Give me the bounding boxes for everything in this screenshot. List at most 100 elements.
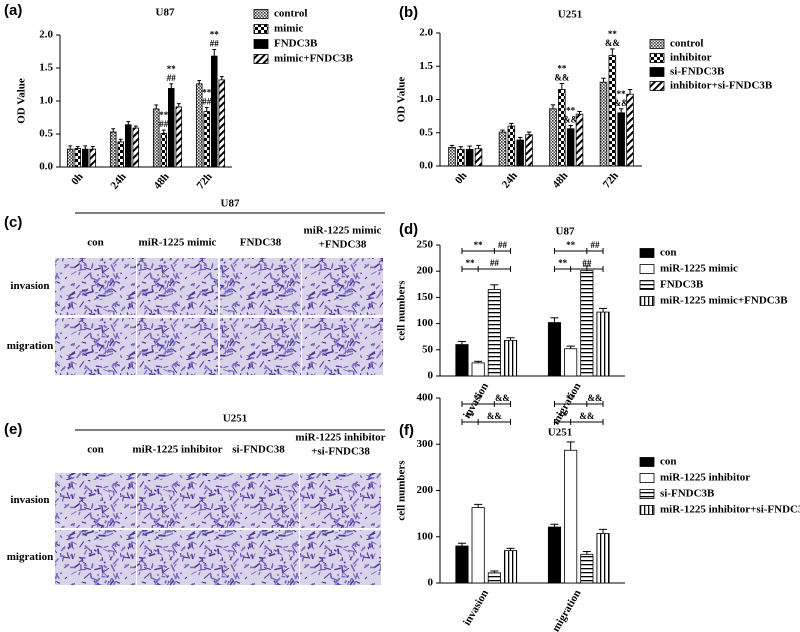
significance-mark: ** — [566, 240, 576, 250]
group-title: U87 — [221, 198, 240, 210]
legend-swatch — [639, 473, 655, 483]
y-tick-label: 200 — [417, 484, 434, 496]
significance-mark: ** — [167, 64, 177, 74]
legend-swatch — [639, 489, 655, 499]
significance-mark: ** — [558, 258, 568, 268]
y-tick-label: 400 — [417, 392, 434, 404]
legend-label: FNDC3B — [274, 38, 318, 50]
bar — [566, 128, 575, 167]
x-tick-label: 0h — [453, 170, 470, 187]
bar — [448, 146, 456, 167]
x-tick-label: 72h — [195, 171, 215, 192]
bar — [132, 127, 140, 168]
bar — [218, 79, 226, 168]
significance-mark: && — [614, 98, 629, 108]
bar — [564, 348, 578, 377]
legend-label: miR-1225 inhibitor — [660, 472, 750, 484]
significance-mark: ** — [159, 110, 169, 120]
y-tick-label: 0 — [428, 370, 434, 382]
bar — [203, 111, 210, 168]
bar — [457, 148, 465, 167]
legend-swatch — [639, 248, 655, 258]
y-tick-label: 150 — [417, 291, 434, 303]
bar — [503, 550, 518, 584]
micrograph — [55, 530, 136, 585]
chart-title: U251 — [548, 427, 572, 439]
significance-mark: ** — [474, 240, 484, 250]
x-tick-label: invasion — [461, 588, 491, 628]
bar — [471, 507, 485, 584]
bar — [168, 88, 175, 168]
significance-mark: ** — [608, 29, 618, 39]
significance-mark: ## — [159, 119, 169, 129]
column-header: +si-FNDC38 — [311, 446, 370, 458]
micrograph — [55, 318, 136, 375]
significance-mark: ** — [466, 258, 476, 268]
bar — [455, 344, 469, 377]
significance-mark: && — [587, 393, 602, 403]
y-axis-label: OD Value — [396, 77, 408, 123]
significance-mark: && — [563, 114, 578, 124]
y-tick-label: 0 — [428, 577, 434, 589]
bar — [580, 270, 594, 377]
bar — [626, 93, 634, 167]
bar — [471, 362, 485, 377]
row-label: migration — [7, 551, 53, 563]
y-tick-label: 100 — [417, 317, 434, 329]
micrograph — [302, 258, 383, 315]
x-tick-label: 24h — [500, 170, 520, 191]
panel-label: (d) — [399, 221, 418, 238]
micrograph — [218, 530, 299, 585]
legend-swatch — [639, 296, 655, 306]
significance-mark: ## — [498, 240, 508, 250]
y-tick-label: 0.5 — [419, 126, 433, 138]
micrograph — [302, 318, 383, 375]
y-axis-label: cell numbers — [396, 280, 408, 341]
legend-label: si-FNDC3B — [670, 66, 725, 78]
bar — [507, 125, 516, 167]
significance-mark: && — [487, 411, 502, 421]
micrograph — [300, 473, 381, 528]
bar — [211, 55, 218, 168]
y-tick-label: 1.5 — [39, 62, 53, 74]
legend-label: control — [274, 8, 307, 20]
bar — [580, 553, 594, 584]
legend-label: control — [670, 38, 703, 50]
column-header: +FNDC38 — [319, 239, 367, 251]
legend-swatch — [649, 39, 665, 49]
y-tick-label: 2.0 — [419, 27, 433, 39]
significance-mark: && — [579, 411, 594, 421]
bar — [125, 124, 132, 168]
panel-label: (a) — [4, 2, 22, 19]
bar — [455, 545, 469, 584]
bar — [547, 526, 562, 584]
micrograph — [137, 258, 218, 315]
micrograph — [137, 318, 218, 375]
column-header: FNDC38 — [240, 237, 282, 249]
significance-mark: ** — [466, 411, 476, 421]
bar — [599, 81, 608, 167]
y-tick-label: 50 — [422, 343, 434, 355]
bar — [195, 83, 203, 168]
bar — [596, 533, 610, 584]
x-tick-label: 72h — [601, 170, 621, 191]
micrograph — [137, 473, 218, 528]
legend-swatch — [253, 24, 269, 34]
significance-mark: && — [605, 38, 620, 48]
x-tick-label: 48h — [550, 170, 570, 191]
micrograph — [55, 473, 136, 528]
bar — [547, 322, 562, 377]
column-header: miR-1225 inhibitor — [132, 444, 222, 456]
significance-mark: ## — [582, 258, 592, 268]
y-tick-label: 0.0 — [39, 161, 53, 173]
column-header: con — [87, 237, 104, 249]
legend-swatch — [649, 67, 665, 77]
bar — [617, 112, 625, 167]
significance-mark: ** — [210, 30, 220, 40]
bar — [564, 449, 578, 584]
x-tick-label: migration — [550, 588, 584, 632]
column-header: miR-1225 mimic — [304, 225, 382, 237]
bar — [487, 572, 501, 584]
legend-label: inhibitor+si-FNDC3B — [670, 80, 773, 92]
legend-label: con — [660, 247, 677, 259]
